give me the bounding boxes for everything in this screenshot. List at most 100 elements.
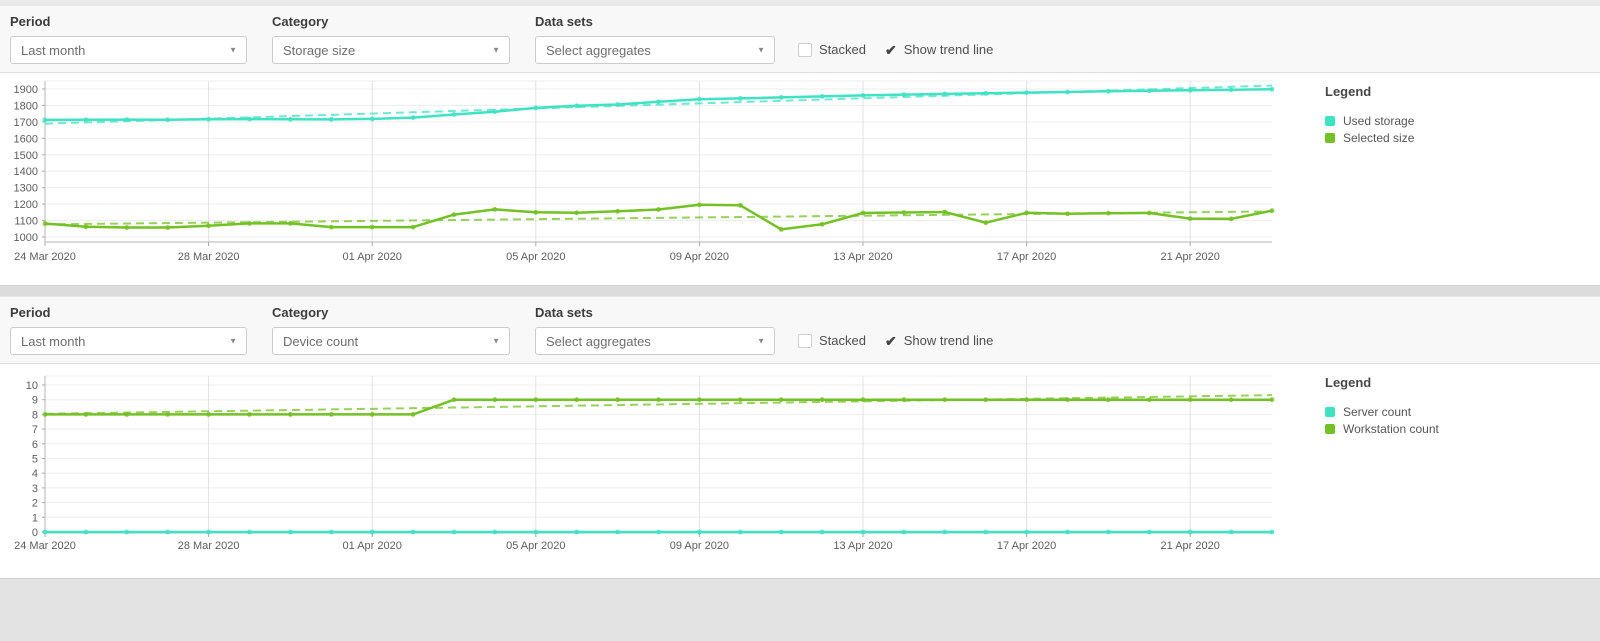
x-tick-label: 09 Apr 2020	[670, 251, 729, 263]
legend-title: Legend	[1325, 84, 1372, 99]
x-tick-label: 01 Apr 2020	[343, 251, 402, 263]
y-tick-label: 1100	[14, 216, 38, 228]
page-top-strip	[0, 0, 1600, 6]
y-tick-label: 7	[32, 424, 38, 436]
chevron-down-icon: ▼	[757, 45, 765, 55]
legend-item-label: Used storage	[1343, 113, 1415, 128]
x-tick-label: 05 Apr 2020	[506, 251, 565, 263]
period-select-value: Last month	[21, 42, 86, 58]
series-markers-server-count	[42, 529, 1275, 535]
y-tick-label: 2	[32, 498, 38, 510]
legend-item-label: Workstation count	[1343, 421, 1439, 436]
y-tick-label: 9	[32, 395, 38, 407]
period-select[interactable]: Last month ▼	[10, 327, 247, 355]
y-tick-label: 6	[32, 439, 38, 451]
chevron-down-icon: ▼	[492, 336, 500, 346]
show-trend-line-checkbox[interactable]: ✔	[884, 41, 897, 58]
y-tick-label: 3	[32, 483, 38, 495]
stacked-checkbox-label[interactable]: Stacked	[819, 333, 866, 348]
period-label: Period	[10, 305, 51, 320]
datasets-select[interactable]: Select aggregates ▼	[535, 36, 775, 64]
datasets-label: Data sets	[535, 305, 593, 320]
show-trend-line-checkbox[interactable]: ✔	[884, 332, 897, 349]
x-tick-label: 05 Apr 2020	[506, 540, 565, 552]
y-tick-label: 5	[32, 454, 38, 466]
series-markers-used-storage	[42, 86, 1275, 123]
x-tick-label: 28 Mar 2020	[178, 251, 240, 263]
y-tick-label: 1400	[14, 166, 38, 178]
period-select-value: Last month	[21, 333, 86, 349]
x-tick-label: 17 Apr 2020	[997, 251, 1056, 263]
trend-line-selected-size	[44, 210, 1273, 226]
legend-item-label: Server count	[1343, 404, 1412, 419]
datasets-select[interactable]: Select aggregates ▼	[535, 327, 775, 355]
y-tick-label: 1800	[14, 100, 38, 112]
series-color-swatch	[1325, 132, 1335, 143]
legend-item-label: Selected size	[1343, 130, 1415, 145]
show-trend-line-label[interactable]: Show trend line	[903, 333, 994, 348]
chevron-down-icon: ▼	[757, 336, 765, 346]
category-select-value: Device count	[283, 333, 359, 349]
x-tick-label: 13 Apr 2020	[833, 251, 892, 263]
y-tick-label: 1300	[14, 183, 38, 195]
x-tick-label: 09 Apr 2020	[670, 540, 729, 552]
category-select[interactable]: Storage size ▼	[272, 36, 510, 64]
chevron-down-icon: ▼	[229, 45, 237, 55]
series-markers-selected-size	[42, 202, 1275, 232]
storage-chart-legend: Legend Used storage Selected size	[1325, 84, 1575, 146]
legend-item-workstation-count: Workstation count	[1325, 420, 1575, 437]
y-tick-label: 0	[32, 527, 38, 539]
period-select[interactable]: Last month ▼	[10, 36, 247, 64]
x-tick-label: 28 Mar 2020	[178, 540, 240, 552]
category-select[interactable]: Device count ▼	[272, 327, 510, 355]
series-color-swatch	[1325, 115, 1335, 126]
x-tick-label: 13 Apr 2020	[833, 540, 892, 552]
category-label: Category	[272, 14, 329, 29]
y-tick-label: 1700	[14, 117, 38, 129]
x-tick-label: 01 Apr 2020	[343, 540, 402, 552]
period-label: Period	[10, 14, 51, 29]
legend-item-used-storage: Used storage	[1325, 112, 1575, 129]
stacked-checkbox[interactable]	[798, 333, 812, 348]
x-tick-label: 21 Apr 2020	[1161, 540, 1220, 552]
panel-separator	[0, 285, 1600, 296]
grid	[42, 80, 1272, 246]
x-tick-label: 24 Mar 2020	[14, 540, 76, 552]
x-tick-label: 21 Apr 2020	[1161, 251, 1220, 263]
device-chart-toolbar: Period Last month ▼ Category Device coun…	[0, 296, 1600, 364]
trend-line-used-storage	[44, 84, 1273, 125]
y-tick-label: 10	[26, 380, 38, 392]
storage-size-chart[interactable]: 1000 1100 1200 1300 1400 1500 1600 1700 1800 1900…	[0, 73, 1320, 285]
datasets-select-value: Select aggregates	[546, 42, 651, 58]
y-tick-label: 1200	[14, 199, 38, 211]
series-color-swatch	[1325, 423, 1335, 434]
chevron-down-icon: ▼	[229, 336, 237, 346]
series-markers-workstation-count	[42, 397, 1275, 417]
datasets-select-value: Select aggregates	[546, 333, 651, 349]
device-count-chart-panel: 0 1 2 3 4 5 6 7 8 9 10 24 Mar 2020 28 Mar 2020 01 Apr…	[0, 364, 1600, 578]
legend-item-selected-size: Selected size	[1325, 129, 1575, 146]
legend-title: Legend	[1325, 375, 1372, 390]
device-count-chart[interactable]: 0 1 2 3 4 5 6 7 8 9 10 24 Mar 2020 28 Mar 2020 01 Apr…	[0, 364, 1320, 578]
stacked-checkbox-label[interactable]: Stacked	[819, 42, 866, 57]
y-tick-label: 8	[32, 409, 38, 421]
x-tick-label: 17 Apr 2020	[997, 540, 1056, 552]
trend-line-workstation-count	[44, 394, 1273, 415]
y-tick-label: 1000	[14, 232, 38, 244]
category-label: Category	[272, 305, 329, 320]
legend-item-server-count: Server count	[1325, 403, 1575, 420]
y-tick-label: 4	[32, 468, 38, 480]
y-tick-label: 1600	[14, 133, 38, 145]
stacked-checkbox[interactable]	[798, 42, 812, 57]
storage-size-chart-panel: 1000 1100 1200 1300 1400 1500 1600 1700 1800 1900…	[0, 73, 1600, 285]
series-color-swatch	[1325, 406, 1335, 417]
chevron-down-icon: ▼	[492, 45, 500, 55]
y-tick-label: 1	[32, 512, 38, 524]
show-trend-line-label[interactable]: Show trend line	[903, 42, 994, 57]
page-footer	[0, 578, 1600, 641]
datasets-label: Data sets	[535, 14, 593, 29]
device-chart-legend: Legend Server count Workstation count	[1325, 375, 1575, 437]
y-tick-label: 1500	[14, 150, 38, 162]
y-tick-label: 1900	[14, 84, 38, 96]
storage-chart-toolbar: Period Last month ▼ Category Storage siz…	[0, 6, 1600, 73]
